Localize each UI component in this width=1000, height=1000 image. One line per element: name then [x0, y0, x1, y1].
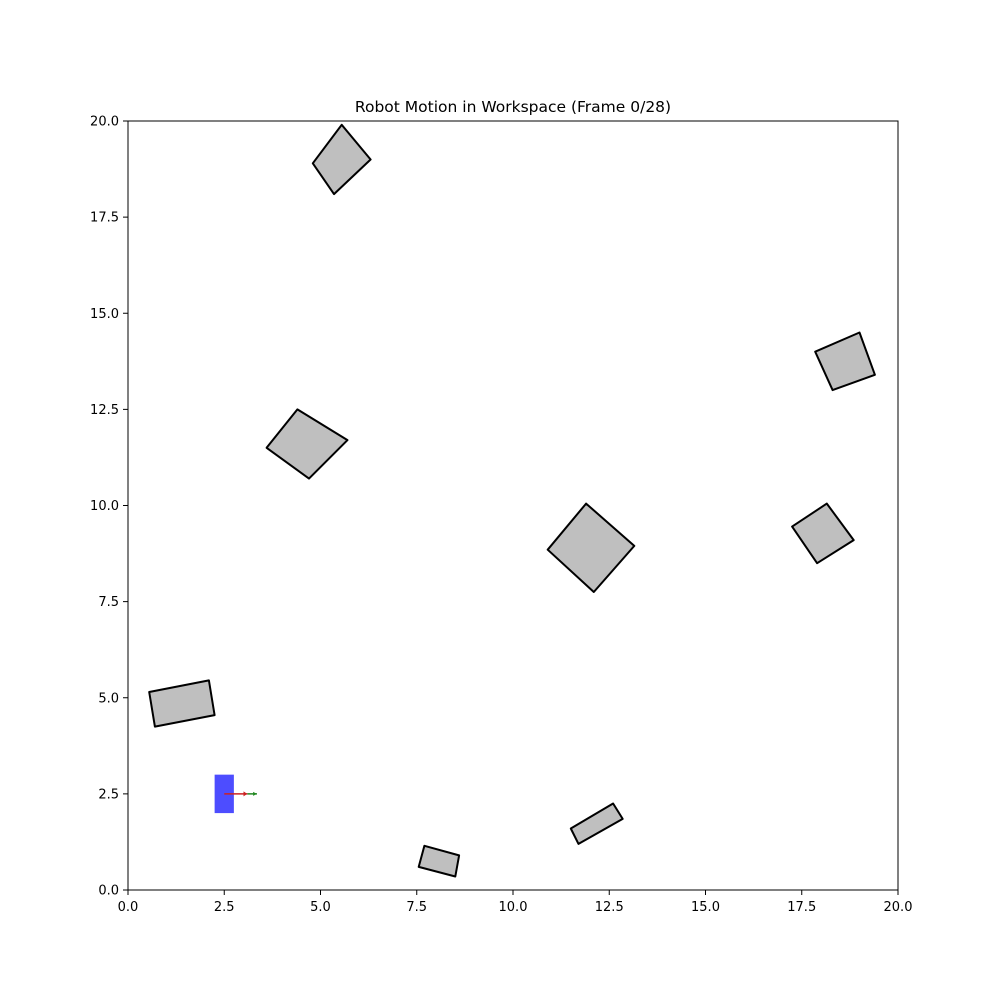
y-tick-label: 7.5 [98, 595, 119, 610]
plot-frame [127, 120, 899, 891]
y-tick-label: 12.5 [90, 403, 119, 418]
x-tick-label: 20.0 [884, 900, 913, 915]
obstacle-2 [814, 331, 876, 392]
obstacle-8 [417, 844, 461, 878]
y-tick-label: 5.0 [98, 691, 119, 706]
obstacle-6 [148, 679, 216, 728]
x-tick-label: 12.5 [595, 900, 624, 915]
x-tick-label: 0.0 [118, 900, 139, 915]
obstacle-5 [791, 502, 855, 565]
robot-heading-x-arrowhead [243, 791, 248, 797]
obstacles-layer [148, 123, 876, 878]
y-tick-label: 2.5 [98, 787, 119, 802]
x-tick-label: 2.5 [214, 900, 235, 915]
x-tick-label: 15.0 [691, 900, 720, 915]
obstacle-3 [265, 408, 349, 480]
chart-title: Robot Motion in Workspace (Frame 0/28) [355, 98, 671, 116]
axes-layer: 0.0 2.5 5.0 7.5 10.0 12.5 15.0 17.5 20.0 0.0 2.5 5.… [90, 115, 912, 916]
x-tick-label: 10.0 [499, 900, 528, 915]
obstacle-7 [569, 802, 624, 845]
y-tick-label: 10.0 [90, 499, 119, 514]
robot-heading-y-arrowhead [253, 791, 257, 796]
x-tick-label: 17.5 [787, 900, 816, 915]
x-tick-label: 7.5 [406, 900, 427, 915]
y-tick-label: 17.5 [90, 211, 119, 226]
obstacle-4 [546, 502, 636, 593]
robot-layer [214, 774, 257, 814]
y-tick-label: 15.0 [90, 307, 119, 322]
x-tick-label: 5.0 [310, 900, 331, 915]
y-tick-label: 0.0 [98, 884, 119, 899]
y-tick-label: 20.0 [90, 115, 119, 130]
obstacle-1 [311, 123, 372, 196]
